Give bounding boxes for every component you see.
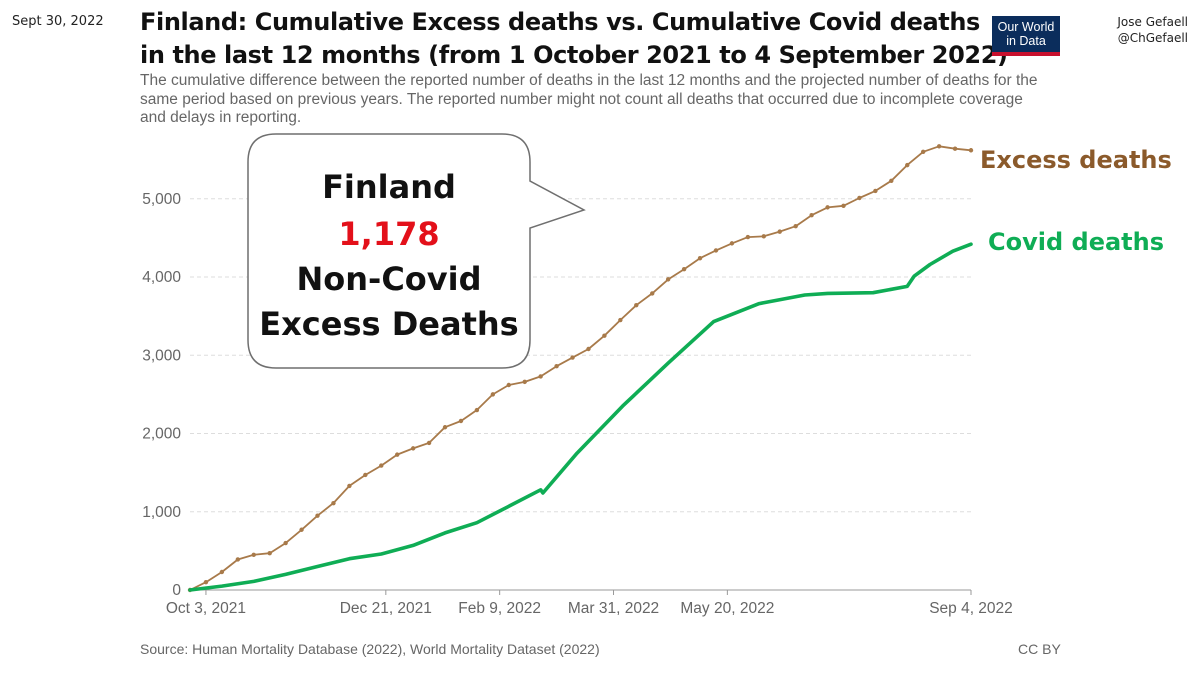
excess-deaths-point[interactable] <box>331 500 336 506</box>
excess-deaths-label: Excess deaths <box>980 146 1172 174</box>
excess-deaths-point[interactable] <box>458 418 464 424</box>
author-credit: Jose Gefaell @ChGefaell <box>1117 14 1188 46</box>
excess-deaths-point[interactable] <box>363 472 368 478</box>
excess-deaths-point[interactable] <box>267 551 272 556</box>
excess-deaths-point[interactable] <box>379 463 384 468</box>
excess-deaths-point[interactable] <box>586 346 591 352</box>
title-line-1: Finland: Cumulative Excess deaths vs. Cu… <box>140 8 980 36</box>
covid-deaths-label: Covid deaths <box>988 228 1164 256</box>
excess-deaths-point[interactable] <box>426 440 432 446</box>
callout-label-line-1: Non-Covid <box>296 260 481 298</box>
excess-deaths-point[interactable] <box>936 144 942 149</box>
excess-deaths-point[interactable] <box>235 557 241 562</box>
excess-deaths-point[interactable] <box>474 407 480 413</box>
excess-deaths-point[interactable] <box>681 266 687 272</box>
excess-deaths-point[interactable] <box>506 382 511 388</box>
excess-deaths-point[interactable] <box>602 333 607 338</box>
excess-deaths-point[interactable] <box>777 229 782 234</box>
excess-deaths-point[interactable] <box>442 425 448 430</box>
chart-title: Finland: Cumulative Excess deaths vs. Cu… <box>140 6 1008 72</box>
x-tick-label: Dec 21, 2021 <box>340 600 432 617</box>
excess-deaths-point[interactable] <box>920 149 926 155</box>
excess-deaths-point[interactable] <box>809 213 814 218</box>
excess-deaths-point[interactable] <box>618 317 623 323</box>
callout-country: Finland <box>322 168 456 206</box>
callout-bubble-shape <box>247 133 586 369</box>
excess-deaths-point[interactable] <box>665 277 671 282</box>
excess-deaths-point[interactable] <box>825 205 830 210</box>
excess-deaths-point[interactable] <box>203 579 209 585</box>
x-tick-label: Sep 4, 2022 <box>929 600 1013 617</box>
y-tick-label: 0 <box>172 582 181 599</box>
excess-deaths-point[interactable] <box>315 513 320 518</box>
excess-deaths-point[interactable] <box>522 379 527 385</box>
callout-value: 1,178 <box>338 215 439 253</box>
excess-deaths-point[interactable] <box>952 146 958 151</box>
y-tick-label: 2,000 <box>142 426 181 443</box>
chart-date: Sept 30, 2022 <box>12 14 104 29</box>
owid-logo[interactable]: Our World in Data <box>992 16 1060 56</box>
excess-deaths-point[interactable] <box>713 248 719 253</box>
series-label-layer: Excess deaths Covid deaths <box>980 146 1172 256</box>
excess-deaths-point[interactable] <box>793 223 798 229</box>
excess-deaths-point[interactable] <box>219 569 225 575</box>
excess-deaths-point[interactable] <box>857 195 862 201</box>
y-tick-label: 5,000 <box>142 191 181 208</box>
excess-deaths-point[interactable] <box>410 446 416 451</box>
y-tick-label: 4,000 <box>142 269 181 286</box>
excess-deaths-point[interactable] <box>490 392 496 397</box>
excess-deaths-point[interactable] <box>905 162 910 168</box>
callout-label-line-2: Excess Deaths <box>259 305 518 343</box>
excess-deaths-point[interactable] <box>299 527 304 532</box>
excess-deaths-point[interactable] <box>283 540 288 546</box>
y-tick-label: 1,000 <box>142 504 181 521</box>
x-tick-label: Mar 31, 2022 <box>568 600 659 617</box>
x-tick-label: May 20, 2022 <box>680 600 774 617</box>
covid-deaths-line[interactable] <box>188 242 973 592</box>
excess-deaths-point[interactable] <box>347 483 352 489</box>
author-name: Jose Gefaell <box>1117 15 1188 29</box>
excess-deaths-point[interactable] <box>570 355 575 360</box>
x-tick-label: Feb 9, 2022 <box>458 600 541 617</box>
excess-deaths-point[interactable] <box>745 234 751 240</box>
excess-deaths-point[interactable] <box>889 178 894 183</box>
series-layer <box>187 144 974 593</box>
x-tick-label: Oct 3, 2021 <box>166 600 246 617</box>
excess-deaths-point[interactable] <box>697 256 703 261</box>
axis-layer: 0 1,000 2,000 3,000 4,000 5,000 Oct 3, 2021 Dec… <box>142 191 1013 617</box>
excess-deaths-point[interactable] <box>873 188 878 194</box>
excess-deaths-point[interactable] <box>729 241 735 246</box>
title-line-2: in the last 12 months (from 1 October 20… <box>140 41 1008 69</box>
excess-deaths-point[interactable] <box>841 203 846 209</box>
excess-deaths-point[interactable] <box>538 374 543 379</box>
excess-deaths-point[interactable] <box>634 302 639 308</box>
chart-subtitle: The cumulative difference between the re… <box>140 72 1038 126</box>
excess-deaths-line[interactable] <box>189 145 972 591</box>
excess-deaths-point[interactable] <box>554 364 559 369</box>
author-handle: @ChGefaell <box>1117 31 1188 45</box>
logo-line-1: Our World <box>997 20 1055 34</box>
excess-deaths-point[interactable] <box>251 552 256 557</box>
excess-deaths-point[interactable] <box>761 234 766 239</box>
callout-bubble: Finland 1,178 Non-Covid Excess Deaths <box>247 133 586 369</box>
excess-deaths-point[interactable] <box>395 452 400 457</box>
source-note: Source: Human Mortality Database (2022),… <box>140 641 600 657</box>
logo-line-2: in Data <box>1006 34 1046 48</box>
excess-deaths-point[interactable] <box>650 291 655 296</box>
y-tick-label: 3,000 <box>142 347 181 364</box>
excess-deaths-point[interactable] <box>968 148 974 153</box>
license-link[interactable]: CC BY <box>1018 641 1061 657</box>
